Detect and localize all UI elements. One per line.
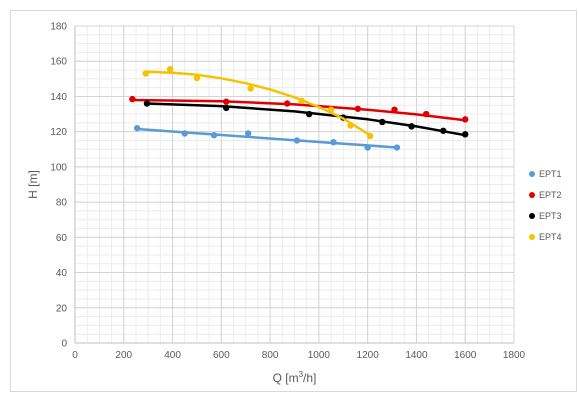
trendline-ept2 xyxy=(131,98,467,122)
data-point-ept3 xyxy=(440,127,447,134)
data-point-ept3 xyxy=(408,123,415,130)
legend-marker-ept4 xyxy=(529,234,535,240)
data-point-ept3 xyxy=(462,131,469,138)
axes xyxy=(74,26,514,344)
legend-label-ept3: EPT3 xyxy=(539,211,562,221)
data-point-ept4 xyxy=(347,122,354,129)
series-layer xyxy=(129,65,469,151)
y-tick-label: 100 xyxy=(50,162,67,173)
legend-item-ept3: EPT3 xyxy=(529,211,562,221)
x-tick-label: 0 xyxy=(72,350,78,361)
legend-item-ept1: EPT1 xyxy=(529,169,562,179)
data-point-ept4 xyxy=(327,106,335,113)
data-point-ept1 xyxy=(133,124,141,132)
data-point-ept1 xyxy=(181,130,188,137)
data-point-ept2 xyxy=(391,106,398,113)
trendline-ept3 xyxy=(145,102,467,137)
data-point-ept1 xyxy=(364,144,371,151)
y-axis-title: H [m] xyxy=(26,170,40,199)
y-tick-label: 140 xyxy=(50,92,67,103)
chart-frame: 0 200 400 600 800 1000 1200 1400 1600 1800 0 20 40 60… xyxy=(10,10,577,392)
data-point-ept4 xyxy=(366,132,374,140)
data-point-ept4 xyxy=(298,97,306,105)
x-tick-label: 400 xyxy=(164,350,181,361)
data-point-ept1 xyxy=(330,139,337,146)
y-tick-label: 20 xyxy=(56,303,68,314)
y-tick-label: 120 xyxy=(50,127,67,138)
x-tick-label: 1400 xyxy=(405,350,428,361)
x-axis-title: Q [m3/h] xyxy=(273,370,317,385)
legend-marker-ept2 xyxy=(529,192,535,198)
x-tick-label: 1200 xyxy=(357,350,380,361)
x-axis-title-end: /h] xyxy=(303,371,316,385)
x-axis-title-main: Q [m xyxy=(273,371,299,385)
legend-label-ept2: EPT2 xyxy=(539,190,562,200)
y-tick-label: 60 xyxy=(56,233,68,244)
y-tick-label: 40 xyxy=(56,268,68,279)
legend-item-ept2: EPT2 xyxy=(529,190,562,200)
x-tick-label: 1800 xyxy=(503,350,526,361)
trendline-ept1 xyxy=(135,127,399,149)
data-point-ept2 xyxy=(283,100,291,107)
data-point-ept1 xyxy=(244,130,252,137)
series-ept4 xyxy=(142,65,374,140)
x-tick-label: 800 xyxy=(262,350,279,361)
data-point-ept1 xyxy=(210,131,218,139)
legend-marker-ept1 xyxy=(529,171,535,177)
data-point-ept4 xyxy=(193,74,201,82)
y-tick-label: 180 xyxy=(50,22,67,33)
x-tick-label: 600 xyxy=(213,350,230,361)
data-point-ept4 xyxy=(166,65,174,73)
minor-gridlines xyxy=(74,25,515,344)
data-point-ept1 xyxy=(393,144,401,151)
data-point-ept2 xyxy=(223,98,230,105)
legend-item-ept4: EPT4 xyxy=(529,232,562,242)
data-point-ept3 xyxy=(305,110,313,118)
data-point-ept3 xyxy=(379,118,386,126)
x-axis-title-sup: 3 xyxy=(299,370,304,379)
y-tick-label: 80 xyxy=(56,198,68,209)
data-point-ept2 xyxy=(129,95,136,103)
data-point-ept4 xyxy=(247,85,254,92)
data-point-ept2 xyxy=(462,116,469,123)
x-tick-label: 1000 xyxy=(308,350,331,361)
series-ept1 xyxy=(133,124,401,151)
data-point-ept1 xyxy=(293,137,301,144)
x-tick-label: 200 xyxy=(115,350,132,361)
data-point-ept3 xyxy=(143,100,151,107)
x-tick-label: 1600 xyxy=(454,350,477,361)
y-tick-label: 0 xyxy=(61,339,67,350)
data-point-ept4 xyxy=(142,70,149,77)
tick-labels: 0 200 400 600 800 1000 1200 1400 1600 1800 0 20 40 60… xyxy=(50,22,525,362)
data-point-ept2 xyxy=(423,110,430,118)
legend-label-ept4: EPT4 xyxy=(539,232,562,242)
data-point-ept2 xyxy=(354,105,362,112)
data-point-ept3 xyxy=(223,104,230,112)
legend-label-ept1: EPT1 xyxy=(539,169,562,179)
y-tick-label: 160 xyxy=(50,57,67,68)
chart-svg: 0 200 400 600 800 1000 1200 1400 1600 1800 0 20 40 60… xyxy=(26,22,562,386)
legend: EPT1 EPT2 EPT3 EPT4 xyxy=(529,169,562,242)
legend-marker-ept3 xyxy=(529,213,535,219)
